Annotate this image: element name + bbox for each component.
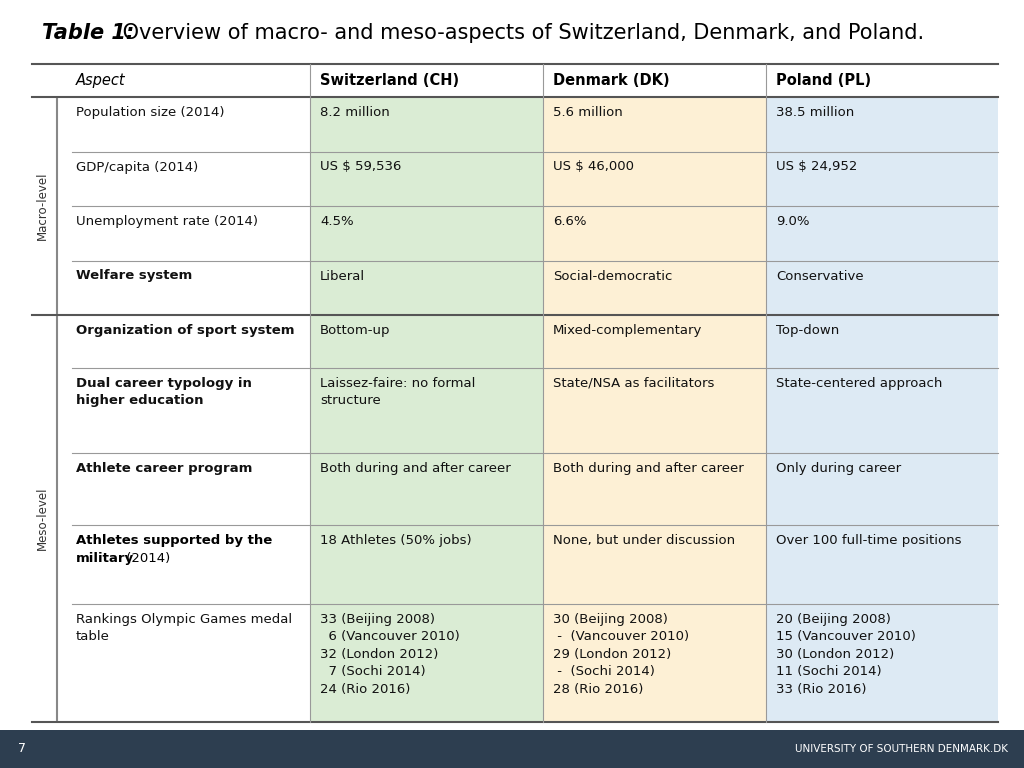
Text: UNIVERSITY OF SOUTHERN DENMARK.DK: UNIVERSITY OF SOUTHERN DENMARK.DK	[795, 744, 1008, 754]
Text: State-centered approach: State-centered approach	[776, 377, 942, 390]
Text: 33 (Beijing 2008)
  6 (Vancouver 2010)
32 (London 2012)
  7 (Sochi 2014)
24 (Rio: 33 (Beijing 2008) 6 (Vancouver 2010) 32 …	[319, 613, 460, 696]
Text: State/NSA as facilitators: State/NSA as facilitators	[553, 377, 715, 390]
Text: Social-democratic: Social-democratic	[553, 270, 673, 283]
Text: US $ 59,536: US $ 59,536	[319, 161, 401, 174]
Text: Overview of macro- and meso-aspects of Switzerland, Denmark, and Poland.: Overview of macro- and meso-aspects of S…	[116, 23, 924, 43]
Text: Liberal: Liberal	[319, 270, 366, 283]
Text: 8.2 million: 8.2 million	[319, 106, 390, 119]
Text: Bottom-up: Bottom-up	[319, 324, 390, 337]
Text: 9.0%: 9.0%	[776, 215, 810, 228]
Text: Denmark (DK): Denmark (DK)	[553, 73, 670, 88]
Text: 20 (Beijing 2008)
15 (Vancouver 2010)
30 (London 2012)
11 (Sochi 2014)
33 (Rio 2: 20 (Beijing 2008) 15 (Vancouver 2010) 30…	[776, 613, 915, 696]
Text: US $ 24,952: US $ 24,952	[776, 161, 857, 174]
Text: Welfare system: Welfare system	[76, 270, 193, 283]
Text: Athlete career program: Athlete career program	[76, 462, 252, 475]
Text: Both during and after career: Both during and after career	[553, 462, 743, 475]
Bar	[0, 730, 1024, 768]
Text: Population size (2014): Population size (2014)	[76, 106, 224, 119]
Text: Macro-level: Macro-level	[36, 172, 48, 240]
Bar	[310, 97, 543, 722]
Text: GDP/capita (2014): GDP/capita (2014)	[76, 161, 199, 174]
Text: Conservative: Conservative	[776, 270, 863, 283]
Text: Organization of sport system: Organization of sport system	[76, 324, 295, 337]
Text: 30 (Beijing 2008)
 -  (Vancouver 2010)
29 (London 2012)
 -  (Sochi 2014)
28 (Rio: 30 (Beijing 2008) - (Vancouver 2010) 29 …	[553, 613, 689, 696]
Text: US $ 46,000: US $ 46,000	[553, 161, 634, 174]
Text: Unemployment rate (2014): Unemployment rate (2014)	[76, 215, 258, 228]
Text: Over 100 full-time positions: Over 100 full-time positions	[776, 534, 962, 547]
Text: Both during and after career: Both during and after career	[319, 462, 511, 475]
Text: 18 Athletes (50% jobs): 18 Athletes (50% jobs)	[319, 534, 472, 547]
Text: Athletes supported by the: Athletes supported by the	[76, 534, 272, 547]
Bar	[766, 97, 998, 722]
Text: Table 1:: Table 1:	[42, 23, 134, 43]
Text: Dual career typology in
higher education: Dual career typology in higher education	[76, 377, 252, 407]
Text: Poland (PL): Poland (PL)	[776, 73, 871, 88]
Text: Meso-level: Meso-level	[36, 487, 48, 550]
Text: Only during career: Only during career	[776, 462, 901, 475]
Text: 7: 7	[18, 743, 26, 756]
Text: Top-down: Top-down	[776, 324, 840, 337]
Text: None, but under discussion: None, but under discussion	[553, 534, 735, 547]
Text: Laissez-faire: no formal
structure: Laissez-faire: no formal structure	[319, 377, 475, 407]
Text: Mixed-complementary: Mixed-complementary	[553, 324, 702, 337]
Text: 38.5 million: 38.5 million	[776, 106, 854, 119]
Text: 5.6 million: 5.6 million	[553, 106, 623, 119]
Text: Rankings Olympic Games medal
table: Rankings Olympic Games medal table	[76, 613, 292, 644]
Text: (2014): (2014)	[122, 552, 170, 565]
Text: Aspect: Aspect	[76, 73, 126, 88]
Text: 4.5%: 4.5%	[319, 215, 353, 228]
Text: 6.6%: 6.6%	[553, 215, 587, 228]
Text: military: military	[76, 552, 134, 565]
Bar	[543, 97, 766, 722]
Text: Switzerland (CH): Switzerland (CH)	[319, 73, 459, 88]
